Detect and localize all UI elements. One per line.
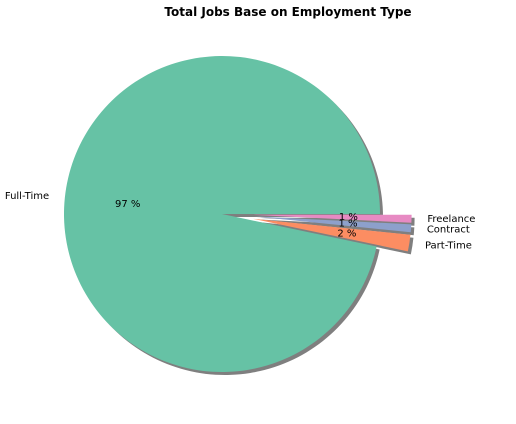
slice-pct-contract: 1 % xyxy=(339,219,358,230)
slice-part-time xyxy=(253,218,411,252)
slice-label-freelance: Freelance xyxy=(427,214,475,225)
slice-contract xyxy=(253,216,412,233)
slice-label-part-time: Part-Time xyxy=(425,240,472,251)
slice-pct-part-time: 2 % xyxy=(337,228,356,239)
chart-title: Total Jobs Base on Employment Type xyxy=(164,5,412,19)
slice-full-time xyxy=(64,56,380,373)
slice-pct-freelance: 1 % xyxy=(339,212,358,223)
slice-freelance xyxy=(253,214,412,223)
slice-pct-full-time: 97 % xyxy=(115,199,140,210)
slice-label-full-time: Full-Time xyxy=(5,191,49,202)
slice-label-contract: Contract xyxy=(427,224,470,235)
